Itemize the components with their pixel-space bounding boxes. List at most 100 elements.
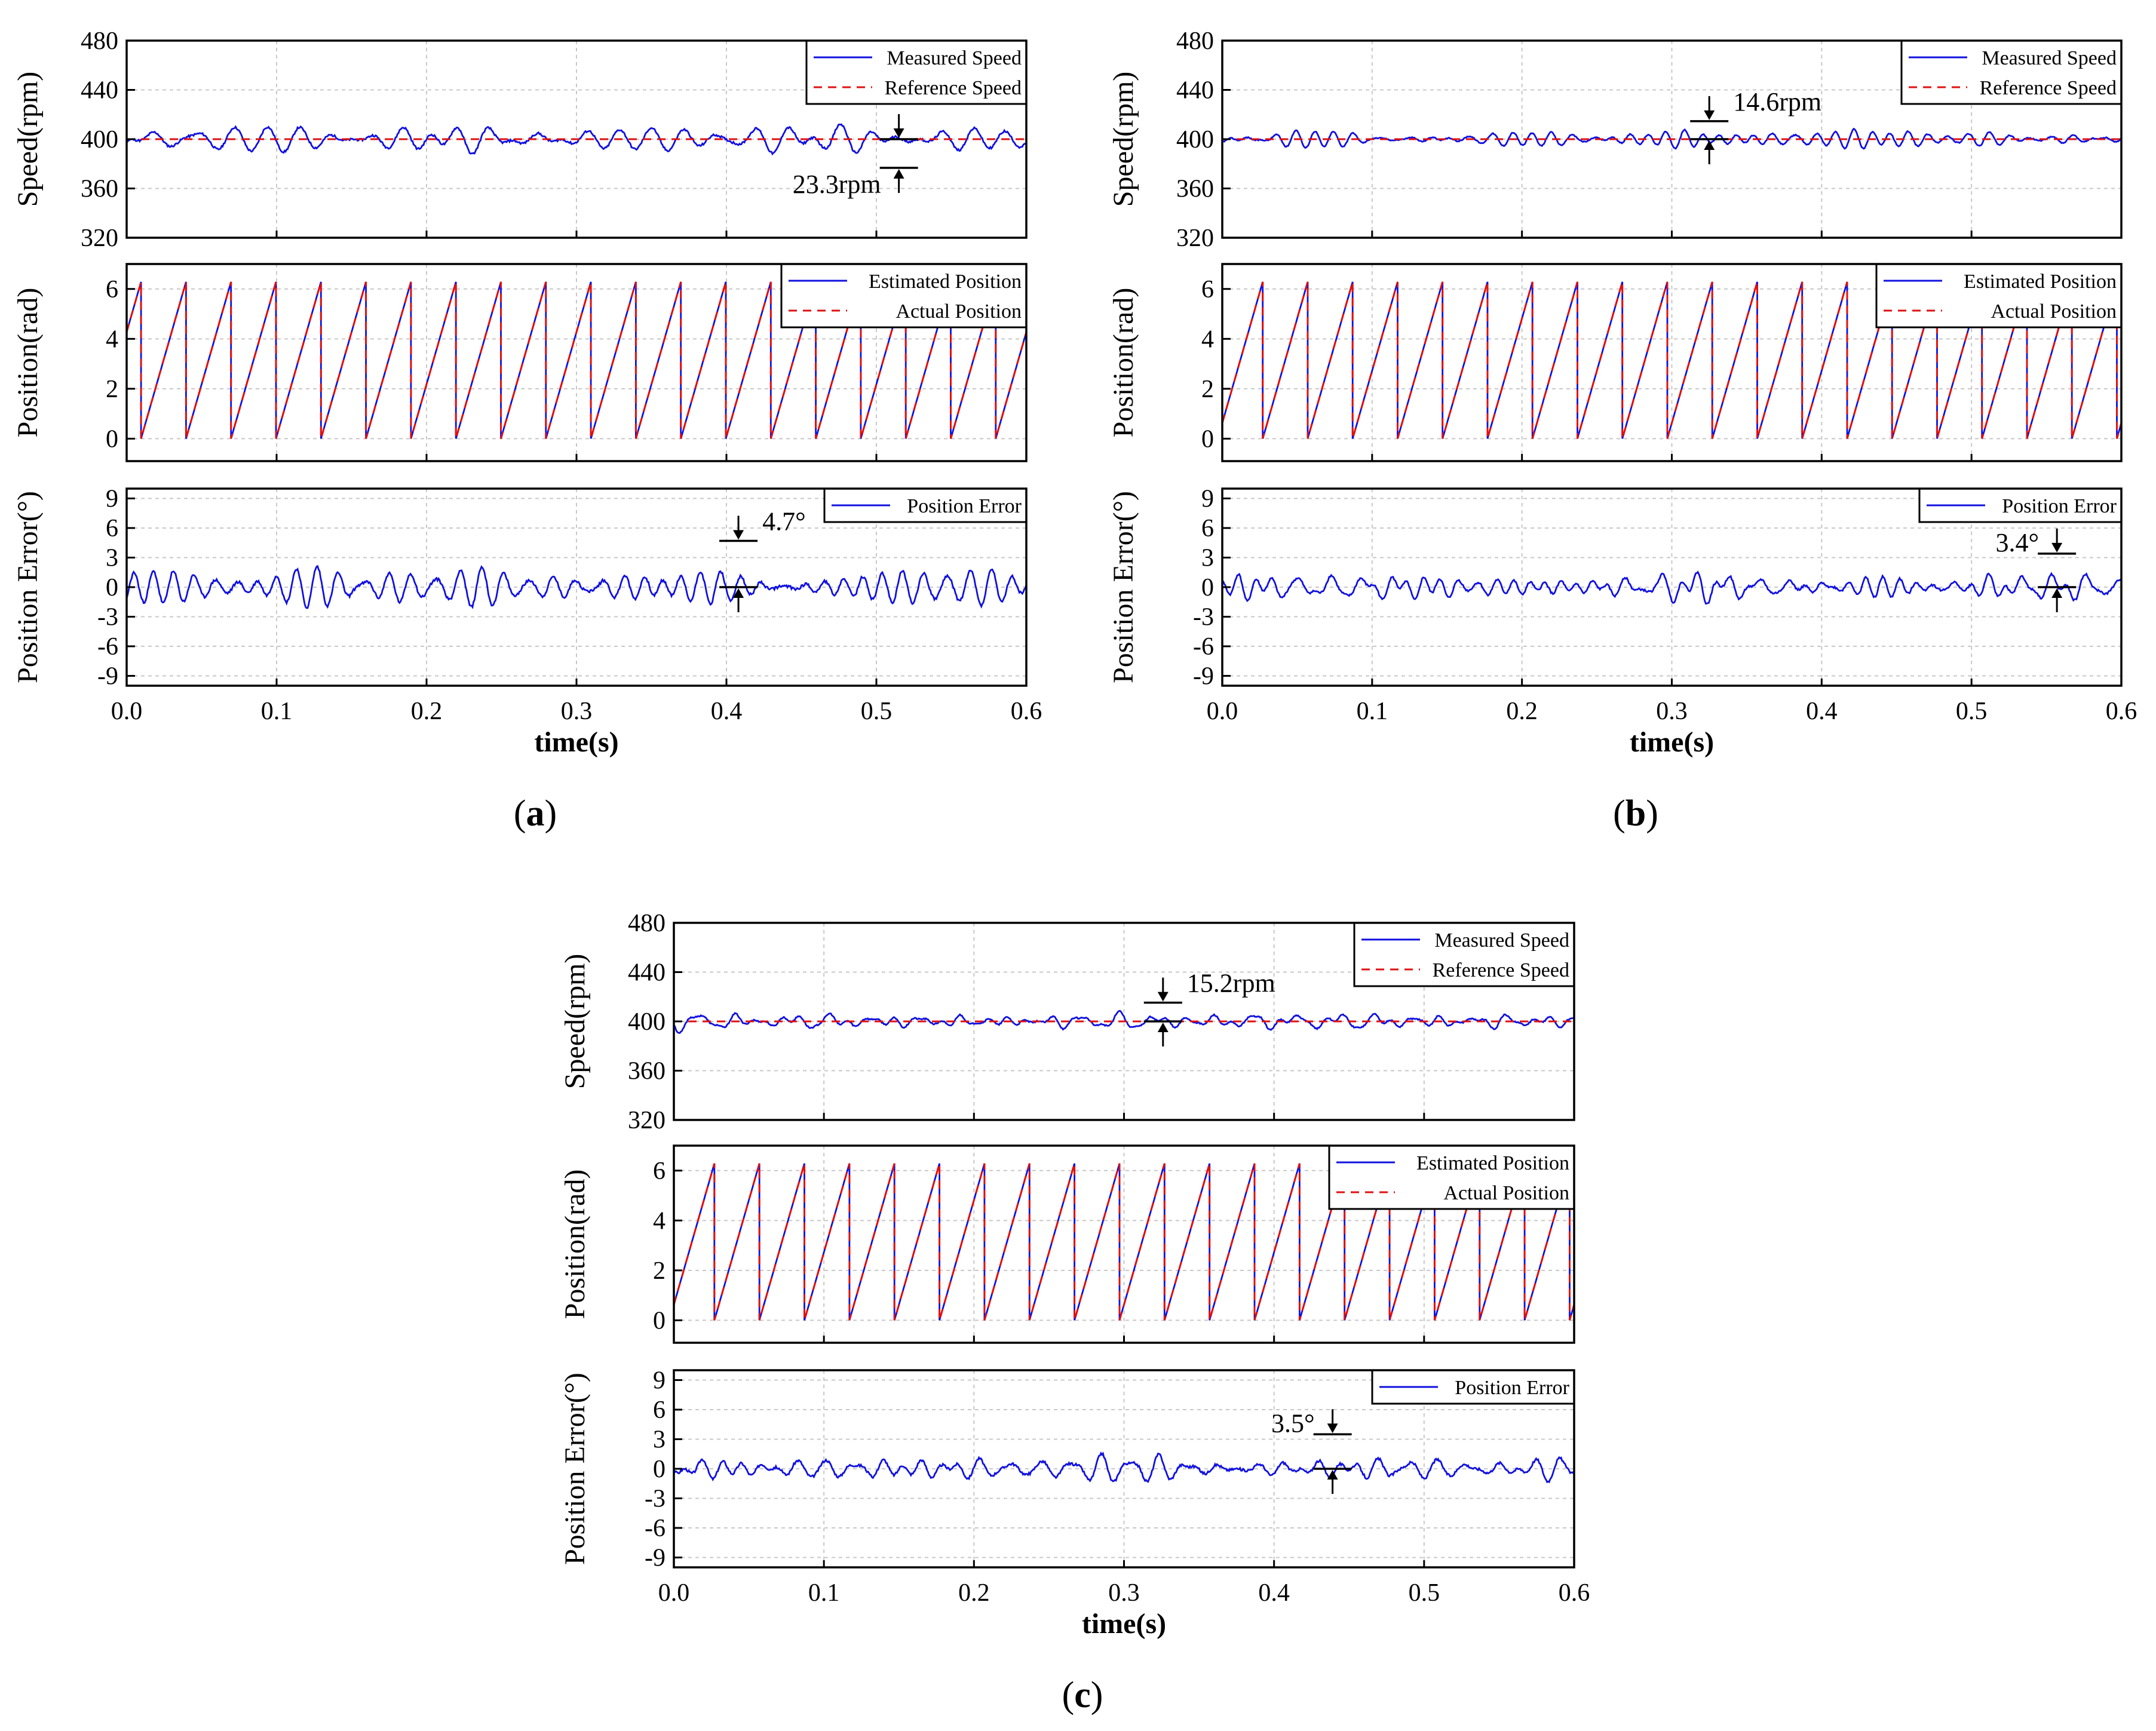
y-tick-label: 400 — [81, 126, 118, 154]
y-tick-label: -9 — [645, 1545, 665, 1572]
y-tick-label: 2 — [1201, 376, 1214, 403]
legend-entry: Reference Speed — [1980, 77, 2117, 99]
y-tick-label: 480 — [1176, 27, 1214, 55]
annotation: 4.7° — [719, 507, 806, 612]
series-position-error — [673, 1451, 1575, 1484]
y-tick-label: 440 — [1176, 77, 1214, 105]
y-tick-label: 6 — [106, 276, 118, 303]
y-axis-title: Position(rad) — [12, 288, 44, 438]
y-axis-title: Position(rad) — [1108, 288, 1139, 438]
annotation-arrow-bottom-head — [733, 588, 744, 598]
legend-box — [1900, 39, 2123, 105]
y-tick-label: 0 — [1201, 425, 1214, 453]
x-tick-label: 0.5 — [861, 698, 893, 725]
y-axis-title: Speed(rpm) — [12, 72, 44, 207]
y-tick-label: 320 — [628, 1107, 665, 1134]
y-tick-label: 480 — [628, 910, 665, 937]
annotation-arrow-top-head — [1704, 110, 1715, 120]
annotation-arrow-top-head — [893, 128, 904, 138]
legend-entry: Estimated Position — [869, 271, 1022, 293]
annotation-arrow-top-head — [733, 530, 744, 540]
legend-entry: Position Error — [907, 495, 1022, 517]
legend-entry: Position Error — [2002, 495, 2117, 517]
y-tick-label: 0 — [653, 1307, 665, 1334]
y-tick-label: 2 — [653, 1257, 665, 1285]
y-tick-label: -6 — [1193, 633, 1214, 661]
x-tick-label: 0.5 — [1409, 1579, 1440, 1607]
y-tick-label: 4 — [1201, 326, 1214, 353]
panel-label-c: (c) — [1062, 1675, 1103, 1715]
x-tick-label: 0.2 — [958, 1579, 990, 1607]
annotation-label: 15.2rpm — [1187, 969, 1275, 998]
y-tick-label: -6 — [97, 633, 118, 661]
legend-entry: Estimated Position — [1964, 271, 2117, 293]
x-tick-label: 0.6 — [1011, 698, 1042, 725]
y-axis-title: Speed(rpm) — [559, 954, 591, 1089]
y-tick-label: 400 — [628, 1008, 665, 1036]
legend-entry: Position Error — [1455, 1377, 1569, 1399]
annotation-arrow-bottom-head — [893, 169, 904, 179]
y-tick-label: 360 — [628, 1058, 665, 1085]
annotation: 23.3rpm — [793, 114, 918, 199]
panel-label-open: ( — [1613, 793, 1626, 834]
legend: Estimated Position Actual Position — [780, 263, 1028, 329]
x-tick-label: 0.6 — [1559, 1579, 1590, 1607]
x-tick-label: 0.4 — [1806, 698, 1838, 725]
series-measured-speed — [125, 123, 1028, 156]
series-actual-position — [1221, 281, 2123, 439]
legend-entry: Measured Speed — [887, 47, 1022, 69]
y-tick-label: 2 — [106, 376, 118, 403]
x-tick-label: 0.4 — [711, 698, 743, 725]
y-tick-label: -3 — [1193, 604, 1214, 631]
y-tick-label: 480 — [81, 27, 118, 55]
y-tick-label: 4 — [653, 1207, 665, 1235]
panel-b-speed-plot: 14.6rpm Measured Speed Reference Speed 480 4… — [1108, 27, 2123, 252]
y-tick-label: 0 — [1201, 574, 1214, 601]
legend: Estimated Position Actual Position — [1328, 1144, 1575, 1210]
annotation-label: 4.7° — [762, 507, 806, 536]
annotation-arrow-bottom-head — [1704, 140, 1715, 150]
x-tick-label: 0.2 — [411, 698, 443, 725]
series-actual-position — [125, 281, 1028, 439]
panel-label-open: ( — [1062, 1675, 1075, 1715]
annotation: 3.5° — [1271, 1408, 1352, 1494]
legend: Measured Speed Reference Speed — [805, 39, 1028, 105]
y-tick-label: 400 — [1176, 126, 1214, 154]
x-tick-label: 0.1 — [1357, 698, 1388, 725]
x-tick-label: 0.6 — [2106, 698, 2137, 725]
panel-label-letter: b — [1626, 793, 1646, 834]
x-tick-label: 0.3 — [1656, 698, 1688, 725]
y-tick-label: 3 — [653, 1426, 665, 1454]
legend-entry: Actual Position — [1443, 1182, 1569, 1204]
legend-box — [805, 39, 1028, 105]
legend-entry: Measured Speed — [1982, 47, 2117, 69]
y-tick-label: 6 — [653, 1397, 665, 1424]
legend-entry: Measured Speed — [1434, 929, 1569, 952]
x-tick-label: 0.1 — [261, 698, 293, 725]
x-axis-title: time(s) — [1630, 726, 1714, 758]
annotation: 15.2rpm — [1143, 969, 1275, 1046]
y-axis-title: Position Error(°) — [12, 491, 44, 683]
y-tick-label: 6 — [653, 1158, 665, 1185]
legend-entry: Estimated Position — [1416, 1152, 1569, 1174]
y-tick-label: 360 — [81, 176, 118, 203]
y-tick-label: 6 — [1201, 276, 1214, 303]
panel-label-a: (a) — [514, 793, 557, 834]
y-tick-label: 320 — [1176, 225, 1214, 252]
panel-label-close: ) — [1646, 793, 1658, 834]
panel-c-position-plot: Estimated Position Actual Position 6 4 2 0 Pos… — [559, 1144, 1575, 1344]
y-tick-label: 9 — [106, 486, 118, 513]
panel-a-position-plot: Estimated Position Actual Position 6 4 2 0 Pos… — [12, 263, 1028, 462]
annotation-label: 23.3rpm — [793, 170, 881, 199]
annotation-arrow-bottom-head — [1157, 1023, 1169, 1032]
legend: Position Error — [823, 487, 1028, 523]
legend: Estimated Position Actual Position — [1875, 263, 2123, 329]
legend-entry: Actual Position — [1991, 300, 2117, 323]
y-tick-label: 0 — [106, 574, 118, 601]
y-tick-label: 3 — [1201, 545, 1214, 572]
panel-a-speed-plot: 23.3rpm Measured Speed Reference Speed 480 4… — [12, 27, 1028, 252]
y-tick-label: 9 — [1201, 486, 1214, 513]
panel-b-position-plot: Estimated Position Actual Position 6 4 2 0 Pos… — [1108, 263, 2123, 462]
legend-entry: Reference Speed — [1433, 959, 1569, 981]
